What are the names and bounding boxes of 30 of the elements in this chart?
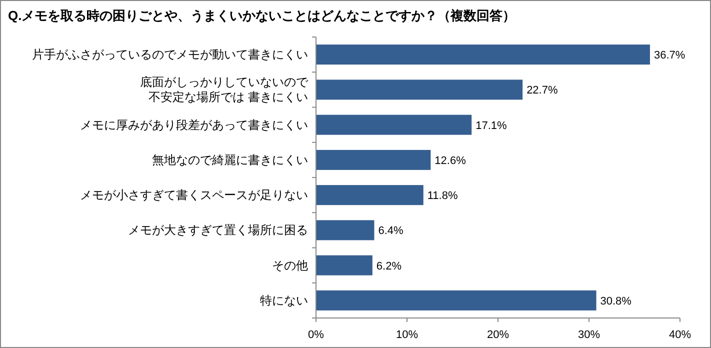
x-tick-label: 30% [578, 329, 600, 341]
y-tick-label: 片手がふさがっているのでメモが動いて書きにくい [32, 48, 308, 62]
bar [316, 255, 372, 276]
bar [316, 150, 431, 170]
y-tick-label: 底面がしっかりしていないので不安定な場所では 書きにくい [140, 75, 309, 104]
data-label: 22.7% [526, 84, 558, 97]
data-label: 30.8% [600, 295, 632, 308]
chart-title: Q.メモを取る時の困りごとや、うまくいかないことはどんなことですか？（複数回答） [8, 8, 516, 23]
data-label: 17.1% [476, 120, 508, 132]
data-label: 6.2% [376, 260, 402, 272]
bar [316, 44, 650, 65]
x-tick-label: 10% [396, 329, 418, 341]
x-tick-label: 0% [308, 329, 324, 341]
y-tick-label: 無地なので綺麗に書きにくい [152, 152, 308, 167]
y-tick-label: 特にない [260, 293, 308, 308]
y-tick-label: その他 [272, 258, 308, 272]
bar [316, 185, 424, 206]
bar [316, 290, 596, 310]
y-tick-label: メモが小さすぎて書くスペースが足りない [80, 188, 308, 202]
data-label: 6.4% [378, 225, 404, 238]
y-tick-label: メモに厚みがあり段差があって書きにくい [80, 118, 308, 132]
data-label: 36.7% [654, 50, 686, 62]
bar [316, 80, 523, 100]
data-label: 11.8% [427, 190, 458, 202]
x-tick-label: 20% [486, 329, 510, 341]
bar [316, 114, 472, 135]
x-tick-label: 40% [668, 329, 692, 341]
y-tick-label: メモが大きすぎて置く場所に困る [128, 223, 308, 238]
bar [316, 220, 374, 240]
data-label: 12.6% [434, 154, 466, 167]
